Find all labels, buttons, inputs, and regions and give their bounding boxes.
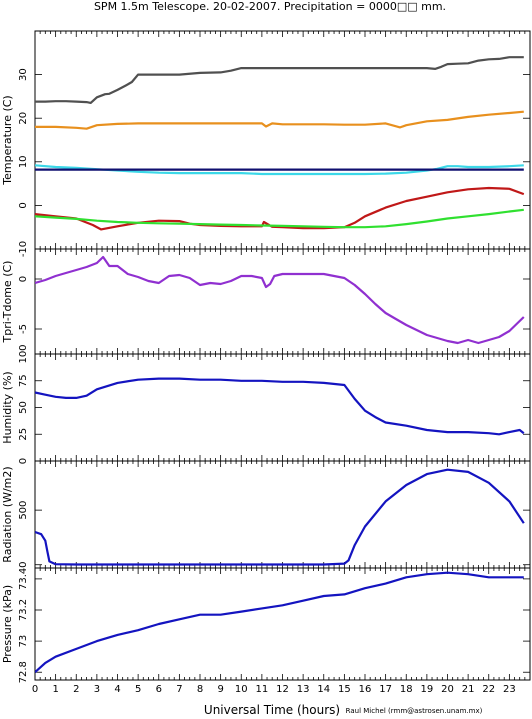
x-tick-label: 21 — [462, 684, 475, 695]
tpri-tdome-series-purple — [35, 255, 525, 345]
radiation-y-tick-label: 0 — [18, 562, 29, 568]
x-tick-label: 3 — [94, 684, 100, 695]
humidity-frame — [34, 353, 531, 462]
x-tick-label: 16 — [359, 684, 372, 695]
x-tick-label: 7 — [176, 684, 182, 695]
x-tick-label: 12 — [276, 684, 289, 695]
credit-text: Raul Michel (rmm@astrosen.unam.mx) — [346, 707, 483, 715]
humidity-y-axis-label: Humidity (%) — [1, 371, 14, 443]
tpri-tdome-y-axis-label: Tpri-Tdome (C) — [1, 261, 14, 344]
figure-title: SPM 1.5m Telescope. 20-02-2007. Precipit… — [94, 0, 446, 13]
temperature-series-red — [35, 186, 525, 231]
tpri-tdome-y-tick-label: 0 — [18, 276, 29, 282]
pressure-y-tick-label: 73.2 — [18, 599, 29, 621]
x-tick-label: 23 — [503, 684, 516, 695]
x-tick-label: 8 — [197, 684, 203, 695]
pressure-y-tick-label: 73 — [18, 635, 29, 648]
x-tick-label: 6 — [156, 684, 162, 695]
temperature-series-green — [35, 208, 524, 229]
x-tick-label: 13 — [297, 684, 310, 695]
temperature-y-tick-label: 0 — [18, 202, 29, 208]
x-tick-label: 15 — [338, 684, 351, 695]
x-tick-label: 11 — [256, 684, 269, 695]
radiation-frame — [34, 460, 531, 569]
temperature-y-tick-label: 10 — [18, 155, 29, 168]
humidity-series-blue — [35, 377, 525, 436]
tpri-tdome-y-tick-label: -5 — [18, 324, 29, 334]
x-tick-label: 5 — [135, 684, 141, 695]
pressure-y-tick-label: 72.8 — [18, 661, 29, 683]
pressure-panel: 72.8 73 73.2 73.4 Pressure (kPa) — [1, 567, 531, 683]
humidity-y-tick-label: 0 — [18, 458, 29, 464]
radiation-series-blue — [35, 468, 525, 566]
humidity-y-tick-label: 25 — [18, 428, 29, 441]
temperature-panel: -10 0 10 20 30 Temperature (C) — [1, 30, 531, 257]
radiation-y-axis-label: Radiation (W/m2) — [1, 466, 14, 562]
pressure-series-blue — [35, 571, 524, 674]
x-tick-label: 14 — [317, 684, 330, 695]
x-tick-label: 20 — [441, 684, 454, 695]
x-tick-label: 4 — [114, 684, 120, 695]
x-tick-label: 9 — [217, 684, 223, 695]
pressure-y-tick-label: 73.4 — [18, 568, 29, 590]
humidity-y-tick-label: 75 — [18, 374, 29, 387]
temperature-y-tick-label: 30 — [18, 68, 29, 81]
x-tick-label: 18 — [400, 684, 413, 695]
x-tick-label: 10 — [235, 684, 248, 695]
temperature-y-tick-label: 20 — [18, 112, 29, 125]
pressure-frame — [34, 567, 531, 681]
humidity-y-tick-label: 50 — [18, 401, 29, 414]
x-tick-label: 19 — [421, 684, 434, 695]
temperature-series-cyan — [35, 164, 524, 176]
temperature-series-grey — [35, 56, 524, 105]
x-tick-label: 17 — [379, 684, 392, 695]
radiation-y-tick-label: 500 — [18, 501, 29, 520]
radiation-panel: 0 500 Radiation (W/m2) — [1, 460, 531, 569]
x-tick-label: 2 — [73, 684, 79, 695]
x-tick-label: 0 — [32, 684, 38, 695]
x-axis-label: Universal Time (hours) — [204, 703, 340, 717]
x-tick-label: 22 — [482, 684, 495, 695]
x-tick-label: 1 — [52, 684, 58, 695]
humidity-y-tick-label: 100 — [18, 344, 29, 363]
pressure-y-axis-label: Pressure (kPa) — [1, 585, 14, 663]
temperature-series-orange — [35, 110, 524, 130]
temperature-y-axis-label: Temperature (C) — [1, 95, 14, 185]
temperature-y-tick-label: -10 — [18, 241, 29, 257]
humidity-panel: 0 25 50 75 100 Humidity (%) — [1, 344, 531, 464]
tpri-tdome-panel: -5 0 Tpri-Tdome (C) — [1, 248, 531, 355]
